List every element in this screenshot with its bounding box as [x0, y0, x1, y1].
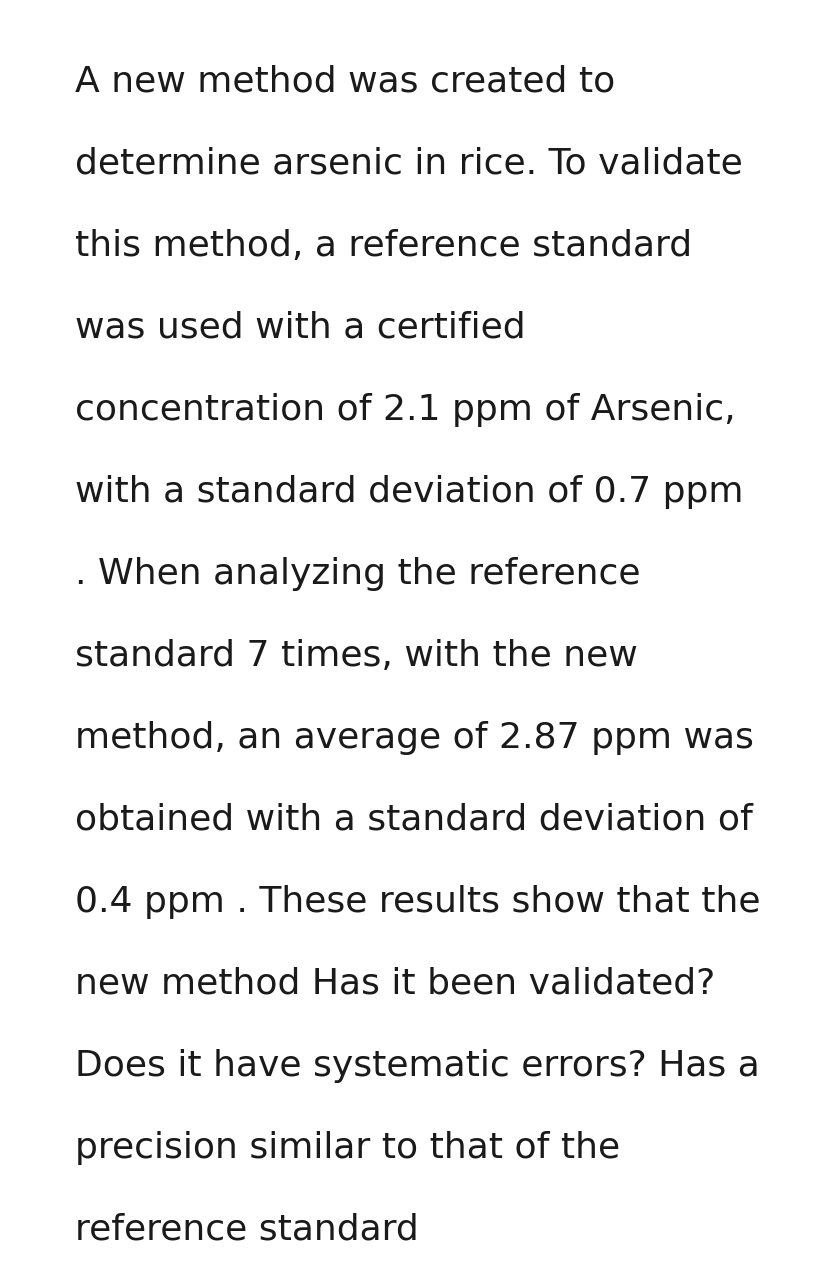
Text: reference standard: reference standard [75, 1213, 419, 1247]
Text: with a standard deviation of 0.7 ppm: with a standard deviation of 0.7 ppm [75, 475, 743, 509]
Text: obtained with a standard deviation of: obtained with a standard deviation of [75, 803, 752, 837]
Text: was used with a certified: was used with a certified [75, 311, 526, 346]
Text: concentration of 2.1 ppm of Arsenic,: concentration of 2.1 ppm of Arsenic, [75, 393, 736, 428]
Text: Does it have systematic errors? Has a: Does it have systematic errors? Has a [75, 1050, 760, 1083]
Text: precision similar to that of the: precision similar to that of the [75, 1132, 620, 1165]
Text: method, an average of 2.87 ppm was: method, an average of 2.87 ppm was [75, 721, 754, 755]
Text: standard 7 times, with the new: standard 7 times, with the new [75, 639, 638, 673]
Text: new method Has it been validated?: new method Has it been validated? [75, 966, 716, 1001]
Text: determine arsenic in rice. To validate: determine arsenic in rice. To validate [75, 147, 743, 180]
Text: 0.4 ppm . These results show that the: 0.4 ppm . These results show that the [75, 884, 761, 919]
Text: this method, a reference standard: this method, a reference standard [75, 229, 692, 262]
Text: A new method was created to: A new method was created to [75, 65, 615, 99]
Text: . When analyzing the reference: . When analyzing the reference [75, 557, 641, 591]
